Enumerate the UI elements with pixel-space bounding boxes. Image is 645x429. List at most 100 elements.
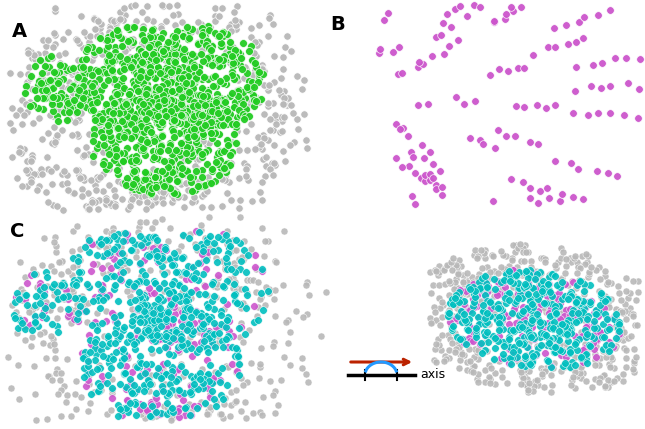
Point bbox=[228, 284, 239, 291]
Point bbox=[134, 353, 144, 360]
Point bbox=[119, 132, 129, 139]
Point bbox=[96, 236, 106, 243]
Point bbox=[29, 170, 39, 177]
Point bbox=[589, 317, 599, 324]
Point bbox=[263, 87, 273, 94]
Point bbox=[137, 295, 147, 302]
Point bbox=[464, 285, 475, 292]
Point bbox=[172, 392, 183, 399]
Point bbox=[165, 408, 175, 414]
Point bbox=[268, 392, 279, 399]
Point bbox=[505, 344, 515, 350]
Point bbox=[247, 78, 257, 85]
Point bbox=[251, 289, 261, 296]
Point bbox=[144, 233, 155, 240]
Point bbox=[468, 363, 479, 369]
Point bbox=[451, 275, 461, 282]
Point bbox=[163, 57, 174, 64]
Point bbox=[240, 302, 250, 309]
Point bbox=[566, 325, 576, 332]
Point bbox=[179, 82, 190, 89]
Point bbox=[208, 378, 219, 384]
Point bbox=[77, 45, 88, 51]
Point bbox=[117, 347, 127, 354]
Point bbox=[83, 408, 93, 415]
Point bbox=[152, 332, 162, 338]
Point bbox=[544, 195, 554, 202]
Point bbox=[119, 149, 129, 156]
Point bbox=[277, 127, 288, 134]
Point bbox=[519, 362, 530, 369]
Point bbox=[204, 124, 215, 131]
Point bbox=[90, 318, 100, 325]
Point bbox=[537, 277, 548, 284]
Point bbox=[146, 86, 157, 93]
Point bbox=[535, 322, 545, 329]
Point bbox=[240, 63, 250, 70]
Point bbox=[485, 72, 495, 79]
Point bbox=[142, 407, 152, 414]
Point bbox=[504, 321, 514, 328]
Point bbox=[172, 169, 182, 175]
Point bbox=[602, 278, 613, 285]
Point bbox=[133, 181, 143, 187]
Point bbox=[166, 405, 177, 412]
Point bbox=[475, 341, 485, 348]
Point bbox=[480, 378, 490, 385]
Point bbox=[564, 350, 575, 356]
Point bbox=[113, 32, 123, 39]
Point bbox=[117, 16, 128, 23]
Point bbox=[115, 405, 126, 412]
Point bbox=[184, 235, 194, 242]
Point bbox=[222, 317, 232, 324]
Point bbox=[123, 205, 134, 212]
Point bbox=[130, 297, 141, 304]
Point bbox=[170, 59, 181, 66]
Point bbox=[152, 94, 163, 101]
Point bbox=[168, 371, 179, 378]
Point bbox=[269, 142, 279, 148]
Point bbox=[183, 139, 194, 145]
Point bbox=[494, 319, 504, 326]
Point bbox=[448, 255, 459, 262]
Point bbox=[466, 274, 477, 281]
Point bbox=[565, 348, 575, 355]
Point bbox=[159, 107, 170, 114]
Point bbox=[270, 387, 280, 394]
Point bbox=[470, 294, 481, 301]
Point bbox=[88, 52, 99, 59]
Point bbox=[480, 292, 490, 299]
Point bbox=[12, 174, 23, 181]
Point bbox=[161, 45, 172, 52]
Point bbox=[153, 259, 163, 266]
Point bbox=[190, 240, 201, 247]
Point bbox=[217, 4, 227, 11]
Point bbox=[135, 56, 145, 63]
Point bbox=[553, 303, 564, 310]
Point bbox=[88, 138, 98, 145]
Point bbox=[152, 103, 163, 109]
Point bbox=[255, 188, 266, 195]
Point bbox=[613, 318, 624, 325]
Point bbox=[115, 346, 126, 353]
Point bbox=[228, 130, 239, 137]
Point bbox=[170, 38, 181, 45]
Point bbox=[26, 49, 37, 56]
Point bbox=[143, 307, 154, 314]
Point bbox=[553, 328, 564, 335]
Point bbox=[220, 176, 230, 183]
Point bbox=[632, 115, 642, 122]
Point bbox=[501, 11, 511, 18]
Point bbox=[472, 278, 482, 285]
Point bbox=[30, 63, 40, 69]
Point bbox=[561, 21, 571, 28]
Point bbox=[130, 337, 141, 344]
Point bbox=[157, 372, 167, 379]
Point bbox=[527, 332, 537, 339]
Point bbox=[271, 121, 281, 128]
Point bbox=[235, 258, 246, 265]
Point bbox=[143, 387, 154, 394]
Point bbox=[301, 282, 311, 289]
Point bbox=[137, 298, 147, 305]
Point bbox=[148, 104, 158, 111]
